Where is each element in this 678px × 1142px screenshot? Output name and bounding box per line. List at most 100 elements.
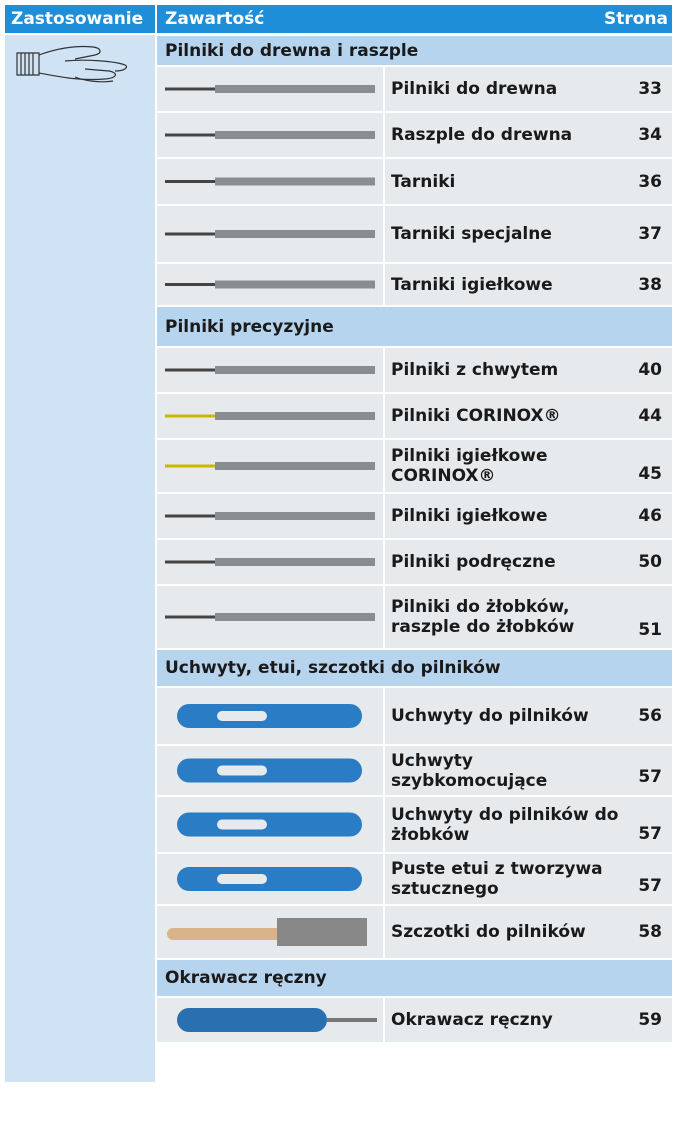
page-number: 36 <box>638 172 662 192</box>
product-image <box>157 998 383 1042</box>
name-line: Pilniki igiełkowe <box>391 446 638 466</box>
name-line: szybkomocujące <box>391 771 638 791</box>
image-cell <box>157 998 383 1042</box>
item-name: Okrawacz ręczny <box>391 1010 638 1030</box>
image-cell <box>157 113 383 157</box>
product-image <box>157 113 383 157</box>
page-number: 57 <box>638 876 662 904</box>
name-line: Raszple do drewna <box>391 125 638 145</box>
product-image <box>157 854 383 904</box>
image-cell <box>157 67 383 111</box>
name-line: Pilniki do drewna <box>391 79 638 99</box>
image-cell <box>157 586 383 648</box>
section-title: Uchwyty, etui, szczotki do pilników <box>157 650 672 686</box>
page-number: 38 <box>638 275 662 295</box>
item-row: Pilniki CORINOX®44 <box>385 394 672 438</box>
product-image <box>157 348 383 392</box>
page-number: 46 <box>638 506 662 526</box>
name-line: Tarniki igiełkowe <box>391 275 638 295</box>
item-name: Pilniki do drewna <box>391 79 638 99</box>
name-line: Szczotki do pilników <box>391 922 638 942</box>
product-image <box>157 797 383 852</box>
product-image <box>157 746 383 795</box>
name-line: żłobków <box>391 825 638 845</box>
item-name: Pilniki podręczne <box>391 552 638 572</box>
name-line: Uchwyty do pilników <box>391 706 638 726</box>
page-number: 57 <box>638 824 662 852</box>
page-number: 33 <box>638 79 662 99</box>
name-line: Pilniki do żłobków, <box>391 597 638 617</box>
name-line: raszple do żłobków <box>391 617 638 637</box>
application-column <box>5 35 155 1082</box>
image-cell <box>157 746 383 795</box>
page-number: 56 <box>638 706 662 726</box>
page-number: 40 <box>638 360 662 380</box>
image-cell <box>157 540 383 584</box>
item-row: Pilniki do drewna33 <box>385 67 672 111</box>
image-cell <box>157 348 383 392</box>
product-image <box>157 67 383 111</box>
image-cell <box>157 906 383 958</box>
item-name: Pilniki do żłobków,raszple do żłobków <box>391 597 638 637</box>
page-number: 57 <box>638 767 662 795</box>
item-name: Puste etui z tworzywasztucznego <box>391 859 638 899</box>
name-line: CORINOX® <box>391 466 638 486</box>
product-image <box>157 440 383 492</box>
item-name: Tarniki igiełkowe <box>391 275 638 295</box>
item-name: Pilniki igiełkowe <box>391 506 638 526</box>
name-line: Pilniki igiełkowe <box>391 506 638 526</box>
name-line: Pilniki CORINOX® <box>391 406 638 426</box>
product-image <box>157 159 383 204</box>
item-name: Pilniki z chwytem <box>391 360 638 380</box>
image-cell <box>157 494 383 538</box>
product-image <box>157 264 383 305</box>
name-line: Tarniki <box>391 172 638 192</box>
product-image <box>157 206 383 262</box>
page-number: 45 <box>638 464 662 492</box>
column-header: Zastosowanie <box>5 5 155 33</box>
item-name: Tarniki <box>391 172 638 192</box>
page-number: 37 <box>638 224 662 244</box>
name-line: Okrawacz ręczny <box>391 1010 638 1030</box>
item-name: Raszple do drewna <box>391 125 638 145</box>
name-line: sztucznego <box>391 879 638 899</box>
image-cell <box>157 264 383 305</box>
page-number: 59 <box>638 1010 662 1030</box>
item-row: Szczotki do pilników58 <box>385 906 672 958</box>
page-number: 51 <box>638 620 662 648</box>
image-cell <box>157 206 383 262</box>
name-line: Tarniki specjalne <box>391 224 638 244</box>
image-cell <box>157 394 383 438</box>
item-name: Tarniki specjalne <box>391 224 638 244</box>
page: {"header": {"columns": ["Zastosowanie", … <box>0 0 678 1142</box>
name-line: Pilniki z chwytem <box>391 360 638 380</box>
image-cell <box>157 688 383 744</box>
section-title: Pilniki precyzyjne <box>157 307 672 346</box>
name-line: Uchwyty <box>391 751 638 771</box>
column-header: Strona <box>560 5 668 33</box>
page-number: 44 <box>638 406 662 426</box>
hand-icon <box>5 39 155 99</box>
item-row: Uchwyty do pilników56 <box>385 688 672 744</box>
item-name: Pilniki CORINOX® <box>391 406 638 426</box>
product-image <box>157 494 383 538</box>
section-title: Okrawacz ręczny <box>157 960 672 996</box>
image-cell <box>157 797 383 852</box>
page-number: 34 <box>638 125 662 145</box>
name-line: Uchwyty do pilników do <box>391 805 638 825</box>
